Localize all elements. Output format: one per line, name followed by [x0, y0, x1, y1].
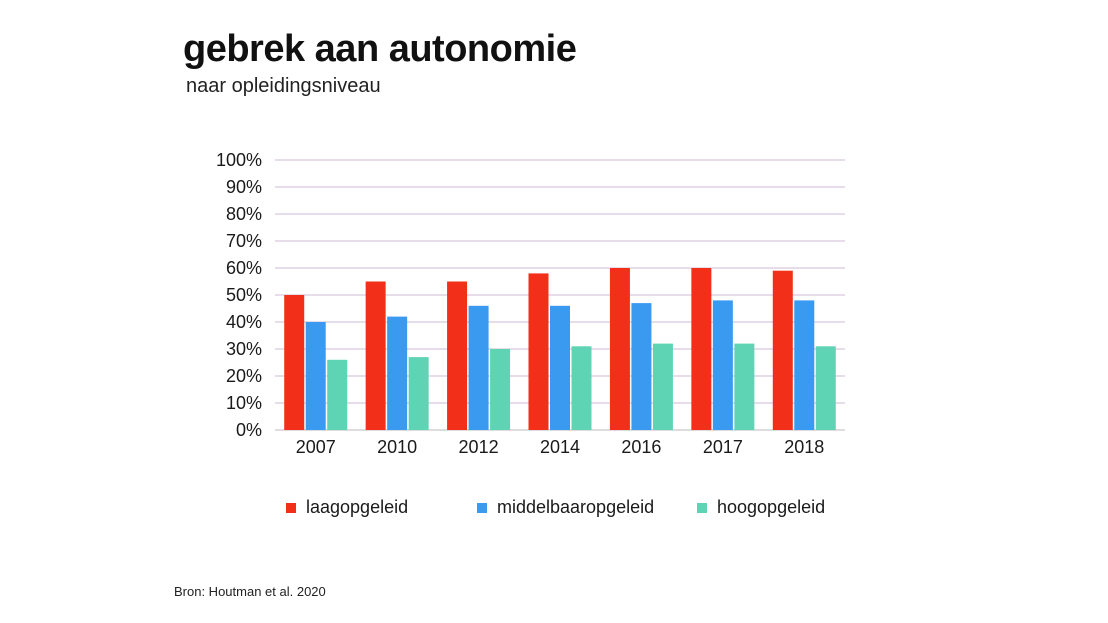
legend-label-middelbaaropgeleid: middelbaaropgeleid: [497, 497, 655, 517]
chart-title: gebrek aan autonomie: [183, 28, 577, 70]
x-tick-label: 2016: [621, 437, 661, 457]
y-tick-label: 70%: [226, 231, 262, 251]
bar-middelbaaropgeleid-2016: [631, 303, 652, 430]
bar-hoogopgeleid-2016: [652, 343, 673, 430]
bar-hoogopgeleid-2012: [490, 349, 511, 430]
legend-item-laagopgeleid: laagopgeleid: [286, 497, 408, 518]
source-note: Bron: Houtman et al. 2020: [174, 584, 326, 599]
bar-laagopgeleid-2017: [691, 268, 712, 430]
legend-swatch-middelbaaropgeleid: [477, 502, 487, 513]
legend-label-hoogopgeleid: hoogopgeleid: [717, 497, 826, 517]
y-tick-label: 20%: [226, 366, 262, 386]
y-tick-label: 50%: [226, 285, 262, 305]
y-tick-label: 10%: [226, 393, 262, 413]
y-tick-label: 90%: [226, 177, 262, 197]
x-tick-label: 2014: [540, 437, 580, 457]
bar-laagopgeleid-2016: [609, 268, 630, 430]
bar-hoogopgeleid-2010: [408, 357, 429, 430]
legend-swatch-hoogopgeleid: [697, 502, 707, 513]
legend-swatch-laagopgeleid: [286, 502, 296, 513]
x-tick-label: 2017: [703, 437, 743, 457]
bar-hoogopgeleid-2017: [734, 343, 755, 430]
x-tick-label: 2018: [784, 437, 824, 457]
bar-middelbaaropgeleid-2017: [712, 300, 733, 430]
bar-hoogopgeleid-2014: [571, 346, 592, 430]
bar-middelbaaropgeleid-2007: [305, 322, 326, 430]
bar-middelbaaropgeleid-2014: [550, 305, 570, 430]
legend-label-laagopgeleid: laagopgeleid: [306, 497, 409, 517]
bar-laagopgeleid-2018: [772, 270, 793, 430]
y-tick-label: 30%: [226, 339, 262, 359]
bar-laagopgeleid-2007: [284, 295, 305, 430]
bar-hoogopgeleid-2007: [327, 359, 348, 430]
bar-laagopgeleid-2010: [365, 281, 386, 430]
bar-laagopgeleid-2012: [447, 281, 468, 430]
bar-middelbaaropgeleid-2018: [794, 300, 815, 430]
bar-laagopgeleid-2014: [528, 273, 549, 430]
chart-subtitle: naar opleidingsniveau: [186, 75, 381, 97]
bar-middelbaaropgeleid-2012: [468, 305, 489, 430]
y-tick-label: 0%: [236, 420, 262, 440]
legend-item-middelbaaropgeleid: middelbaaropgeleid: [477, 497, 654, 518]
bar-hoogopgeleid-2018: [815, 346, 836, 430]
x-tick-label: 2010: [377, 437, 417, 457]
y-tick-label: 60%: [226, 258, 262, 278]
bar-middelbaaropgeleid-2010: [387, 316, 408, 430]
x-tick-label: 2012: [459, 437, 499, 457]
y-tick-label: 80%: [226, 204, 262, 224]
x-tick-label: 2007: [296, 437, 336, 457]
y-tick-label: 40%: [226, 312, 262, 332]
legend-item-hoogopgeleid: hoogopgeleid: [697, 497, 825, 518]
y-tick-label: 100%: [216, 150, 262, 170]
